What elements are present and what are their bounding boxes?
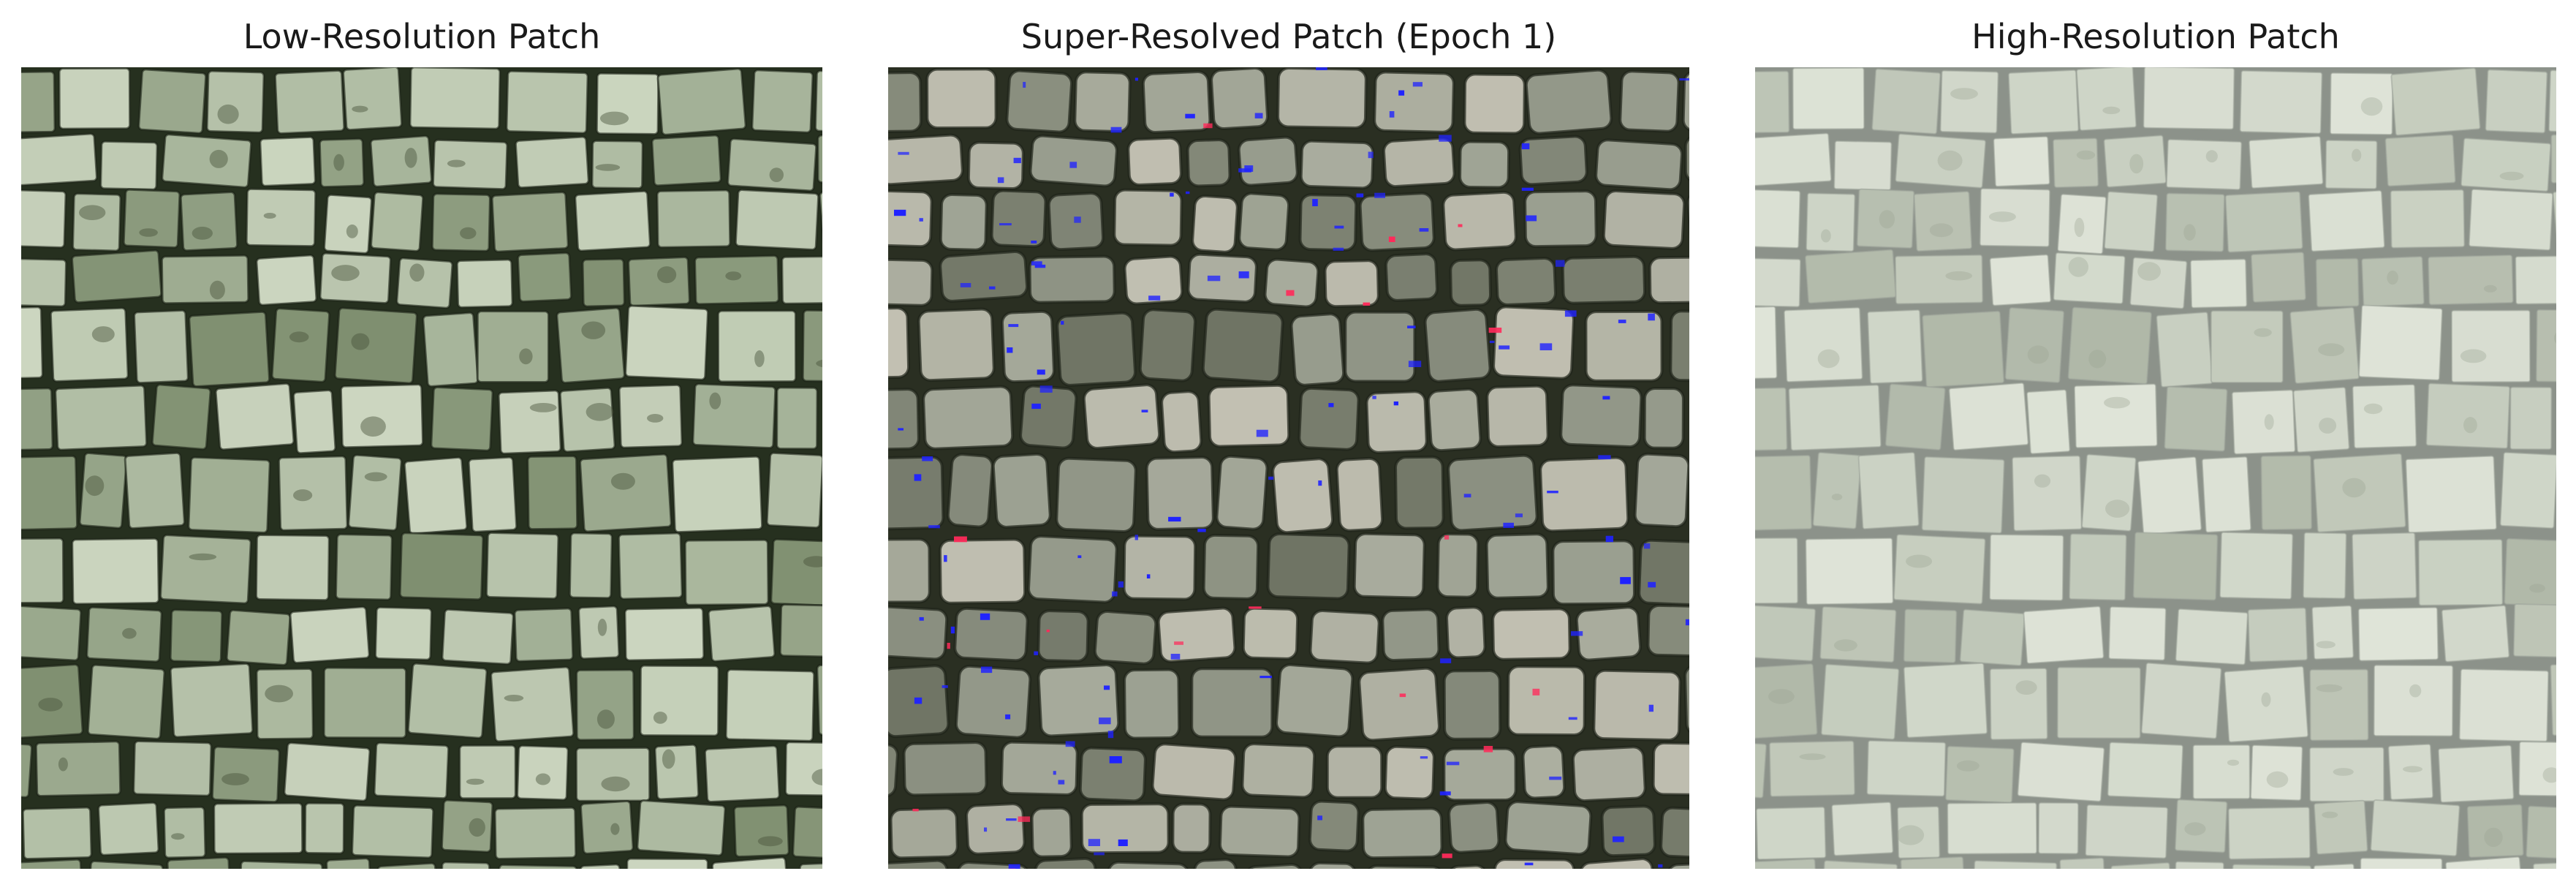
panel-title: Low-Resolution Patch (243, 17, 601, 56)
low-resolution-image (21, 67, 822, 869)
panel-title: High-Resolution Patch (1971, 17, 2340, 56)
cobblestone-texture (1755, 67, 2556, 869)
high-resolution-image (1755, 67, 2556, 869)
low-resolution-panel: Low-Resolution Patch (21, 0, 822, 890)
cobblestone-texture (888, 67, 1689, 869)
panel-title: Super-Resolved Patch (Epoch 1) (1020, 17, 1557, 56)
cobblestone-texture (21, 67, 822, 869)
super-resolved-panel: Super-Resolved Patch (Epoch 1) (888, 0, 1689, 890)
high-resolution-panel: High-Resolution Patch (1755, 0, 2556, 890)
super-resolved-image (888, 67, 1689, 869)
